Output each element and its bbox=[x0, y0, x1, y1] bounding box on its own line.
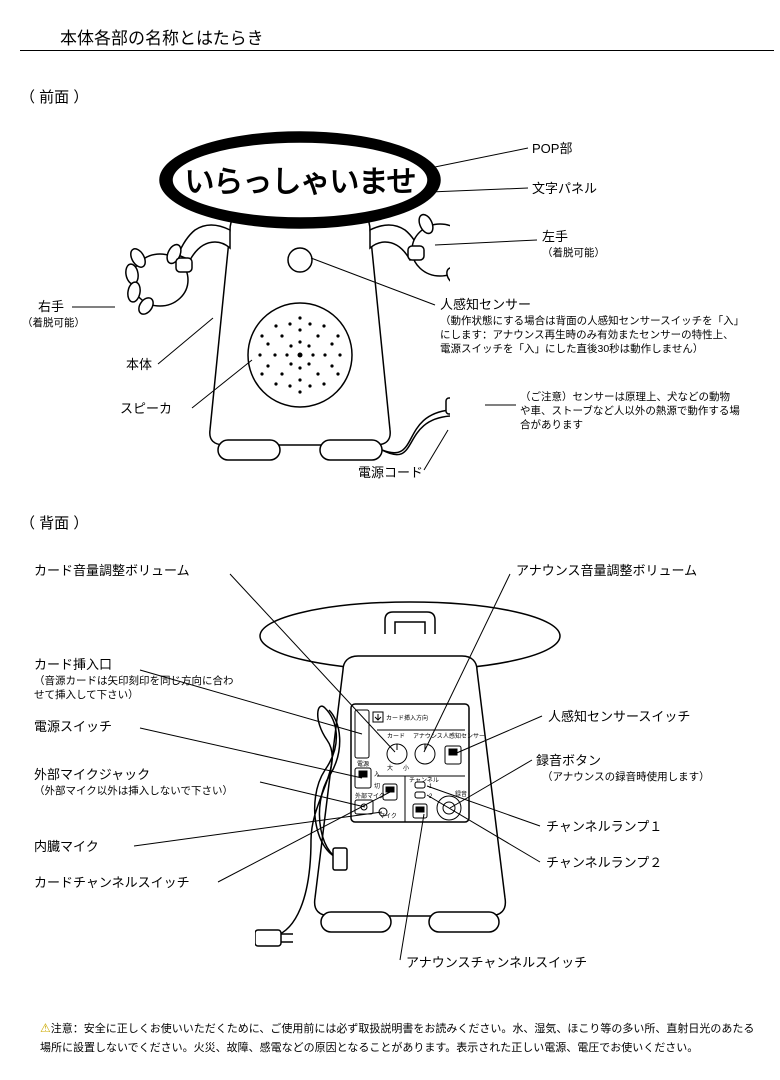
label-sensor-sw: 人感知センサースイッチ bbox=[548, 708, 690, 726]
footer-warning: ⚠注意：安全に正しくお使いいただくために、ご使用前には必ず取扱説明書をお読みくだ… bbox=[40, 1018, 760, 1057]
label-ch-lamp1: チャンネルランプ１ bbox=[546, 818, 662, 836]
label-card-ch-sw: カードチャンネルスイッチ bbox=[34, 874, 190, 892]
label-ext-mic: 外部マイクジャック bbox=[34, 766, 150, 784]
label-card-vol: カード音量調整ボリューム bbox=[34, 562, 190, 580]
label-card-slot: カード挿入口 bbox=[34, 656, 112, 674]
label-ch-lamp2: チャンネルランプ２ bbox=[546, 854, 662, 872]
label-card-slot-note: （音源カードは矢印刻印を同じ方向に合わせて挿入して下さい） bbox=[34, 674, 234, 702]
warn-icon: ⚠ bbox=[40, 1021, 51, 1035]
label-announce-vol: アナウンス音量調整ボリューム bbox=[516, 562, 697, 580]
back-leaders bbox=[0, 0, 780, 1000]
label-rec-btn: 録音ボタン bbox=[536, 752, 601, 770]
label-announce-ch-sw: アナウンスチャンネルスイッチ bbox=[406, 954, 587, 972]
footer-prefix: 注意： bbox=[51, 1023, 84, 1035]
label-power-sw: 電源スイッチ bbox=[34, 718, 112, 736]
footer-text: 安全に正しくお使いいただくために、ご使用前には必ず取扱説明書をお読みください。水… bbox=[40, 1023, 754, 1054]
label-rec-note: （アナウンスの録音時使用します） bbox=[542, 770, 710, 784]
label-ext-mic-note: （外部マイク以外は挿入しないで下さい） bbox=[34, 784, 264, 798]
label-int-mic: 内臓マイク bbox=[34, 838, 99, 856]
